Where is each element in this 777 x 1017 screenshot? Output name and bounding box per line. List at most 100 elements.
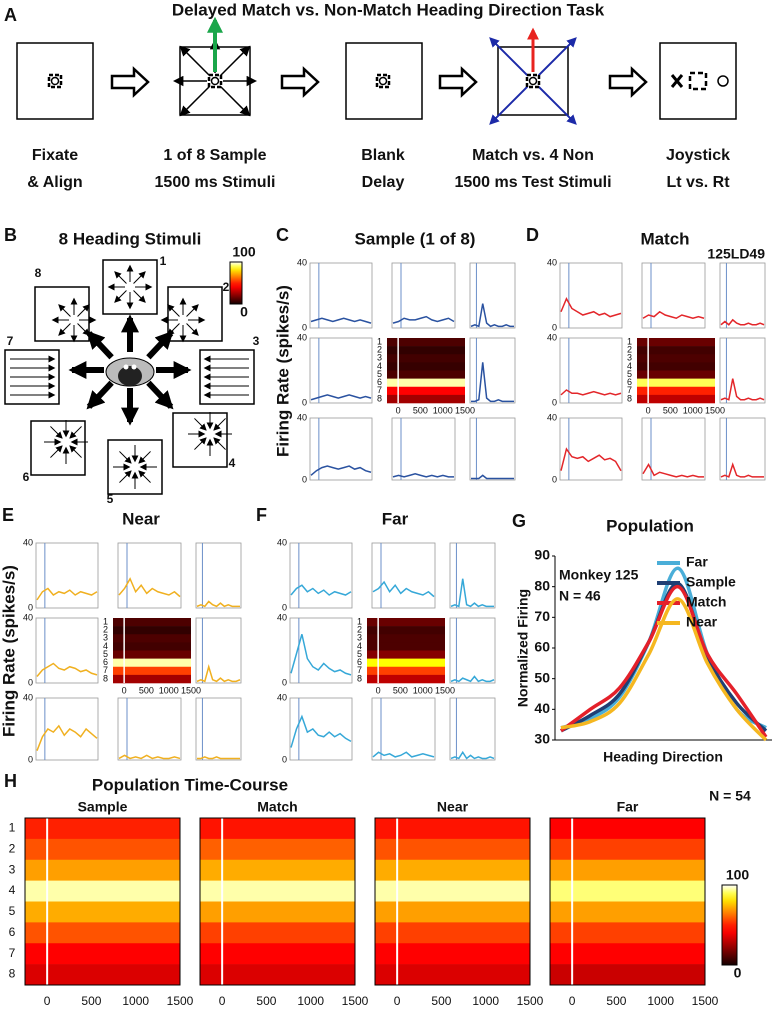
panel-letter: A [4,5,17,25]
y-tick-label: 40 [277,612,287,622]
fixation-point [50,76,60,86]
y-tick-label: 80 [534,577,550,593]
heatmap-row [367,634,445,643]
heatmap-row [367,674,445,684]
x-tick-label: 1000 [472,994,499,1008]
row-label: 1 [103,616,108,626]
arrow [489,85,529,125]
y-tick-label: 0 [552,397,557,407]
heatmap-row [113,626,191,635]
row-label: 2 [627,345,632,355]
heatmap-row [200,838,355,861]
y-tick-label: 70 [534,608,550,624]
psth-frame [195,542,242,609]
heatmap-row [387,346,465,355]
y-tick-label: 0 [282,602,287,612]
row-label: 5 [357,649,362,659]
x-tick-label: 1500 [435,685,455,695]
heatmap-row [200,859,355,881]
row-label: 7 [9,946,16,960]
arrow [179,45,210,76]
panel-title: Sample (1 of 8) [355,229,476,248]
x-tick-label: 0 [44,994,51,1008]
psth-frame [559,417,623,481]
step-arrow [438,66,478,98]
psth-line [290,584,352,596]
arrow [167,304,180,317]
heatmap-row [387,370,465,379]
psth-line [560,389,622,396]
y-tick-label: 40 [547,412,557,422]
heatmap-row [25,859,180,881]
row-label: 7 [377,385,382,395]
step-label: Match vs. 4 Non [472,147,594,164]
arrow [186,304,199,317]
arrow [186,323,199,336]
panel-letter: D [526,225,539,245]
heatmap-row [550,943,705,965]
figure-title: Delayed Match vs. Non-Match Heading Dire… [172,0,605,19]
psth-line [372,751,435,758]
y-axis-label: Firing Rate (spikes/s) [273,285,292,457]
heatmap-row [200,922,355,944]
row-label: 6 [627,377,632,387]
psth-frame [371,542,436,609]
colorbar-label: 100 [232,244,256,260]
stimulus-box [34,286,90,342]
psth-line [290,714,352,748]
heatmap-row [550,818,705,840]
row-label: 3 [377,353,382,363]
x-tick-label: 1000 [433,405,453,415]
psth-frame [719,417,766,481]
arrow [114,271,127,284]
row-label: 6 [103,657,108,667]
arrow [119,451,132,464]
arrow [179,86,210,117]
psth-frame [449,542,496,609]
stimulus-box [30,420,86,476]
heatmap-row [387,338,465,347]
heatmap-row [25,880,180,902]
row-label: 2 [357,625,362,635]
heatmap-row [367,666,445,676]
psth-frame [469,337,516,404]
dashed-frame [688,71,708,91]
x-axis-label: Heading Direction [603,749,723,765]
heading-number: 1 [160,254,167,268]
arrow [58,323,71,336]
arrow [50,426,63,439]
arrow [119,470,132,483]
row-label: 3 [9,862,16,876]
panel-title: 8 Heading Stimuli [59,229,202,248]
y-tick-label: 0 [28,677,33,687]
row-label: 1 [377,336,382,346]
psth-line [720,318,765,326]
psth-line [36,587,98,601]
heading-number: 8 [35,266,42,280]
psth-frame [371,697,436,761]
step-label: Joystick [666,147,730,164]
psth-line [197,756,240,760]
y-tick-label: 40 [277,692,287,702]
heatmap-row [637,370,715,379]
heatmap-row [550,838,705,861]
heatmap-title: Match [257,799,297,815]
arrow [58,304,71,317]
y-tick-label: 40 [547,332,557,342]
heatmap-row [387,378,465,388]
row-label: 3 [627,353,632,363]
y-tick-label: 40 [297,332,307,342]
row-label: 5 [9,904,16,918]
step-arrow [280,66,320,98]
arrow [213,437,226,450]
stimulus-box [172,412,228,468]
colorbar-label: 0 [240,304,248,320]
row-label: 8 [377,393,382,403]
x-tick-label: 1500 [455,405,475,415]
heatmap-row [375,818,530,840]
heatmap-row [367,618,445,627]
arrow [133,290,146,303]
y-axis-label: Firing Rate (spikes/s) [0,565,18,737]
x-tick-label: 0 [396,405,401,415]
